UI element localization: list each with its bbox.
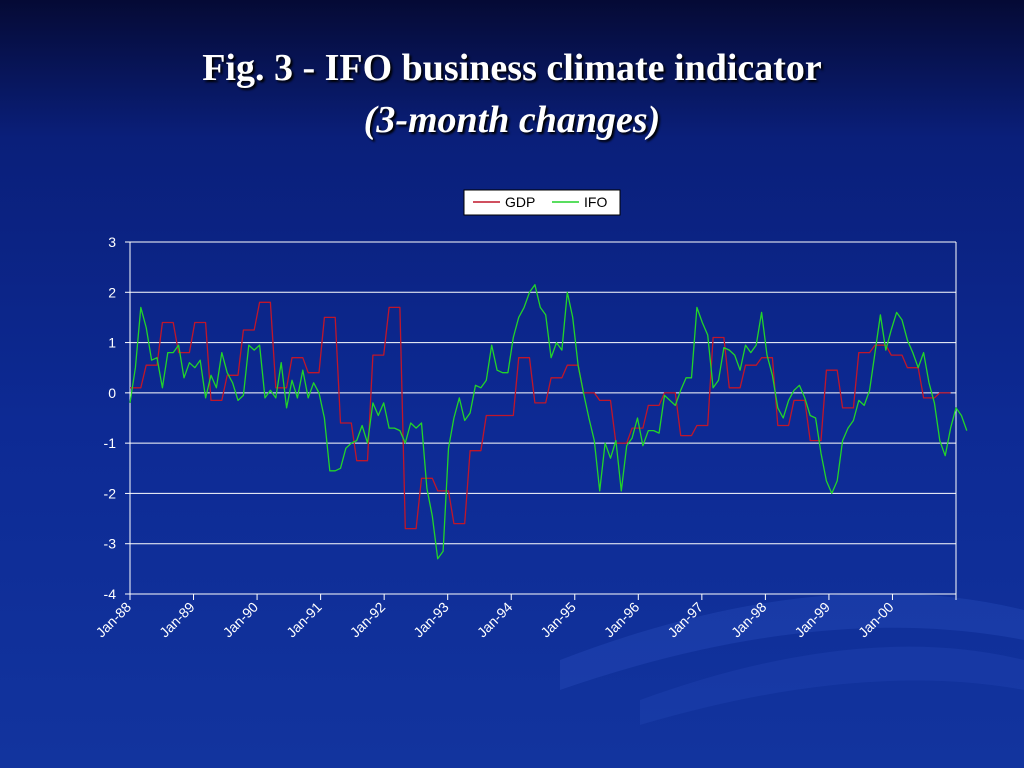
y-tick-label: -1 (104, 435, 117, 451)
x-tick-label: Jan-90 (220, 599, 262, 641)
title-line-2: (3-month changes) (363, 99, 661, 141)
x-tick-label: Jan-99 (791, 599, 833, 641)
legend-ifo-label: IFO (584, 194, 607, 210)
x-tick-label: Jan-95 (537, 599, 579, 641)
x-tick-label: Jan-93 (410, 599, 452, 641)
x-tick-label: Jan-97 (664, 599, 706, 641)
y-tick-label: -2 (104, 485, 117, 501)
x-tick-label: Jan-88 (93, 599, 135, 641)
y-tick-label: -3 (104, 536, 117, 552)
legend-gdp-label: GDP (505, 194, 535, 210)
slide-title: Fig. 3 - IFO business climate indicator … (0, 42, 1024, 146)
x-tick-label: Jan-96 (601, 599, 643, 641)
x-tick-label: Jan-91 (283, 599, 325, 641)
x-tick-label: Jan-98 (728, 599, 770, 641)
series-line-ifo (129, 284, 968, 560)
chart-legend: GDP IFO (463, 189, 621, 216)
x-tick-label: Jan-92 (347, 599, 389, 641)
x-tick-label: Jan-00 (855, 599, 897, 641)
x-tick-label: Jan-94 (474, 599, 516, 641)
y-tick-label: 1 (108, 335, 116, 351)
x-tick-label: Jan-89 (156, 599, 198, 641)
series-line-gdp (130, 301, 951, 530)
y-tick-label: 3 (108, 234, 116, 250)
y-tick-label: -4 (104, 586, 117, 602)
y-tick-label: 0 (108, 385, 116, 401)
y-tick-label: 2 (108, 284, 116, 300)
title-line-1: Fig. 3 - IFO business climate indicator (202, 47, 822, 89)
